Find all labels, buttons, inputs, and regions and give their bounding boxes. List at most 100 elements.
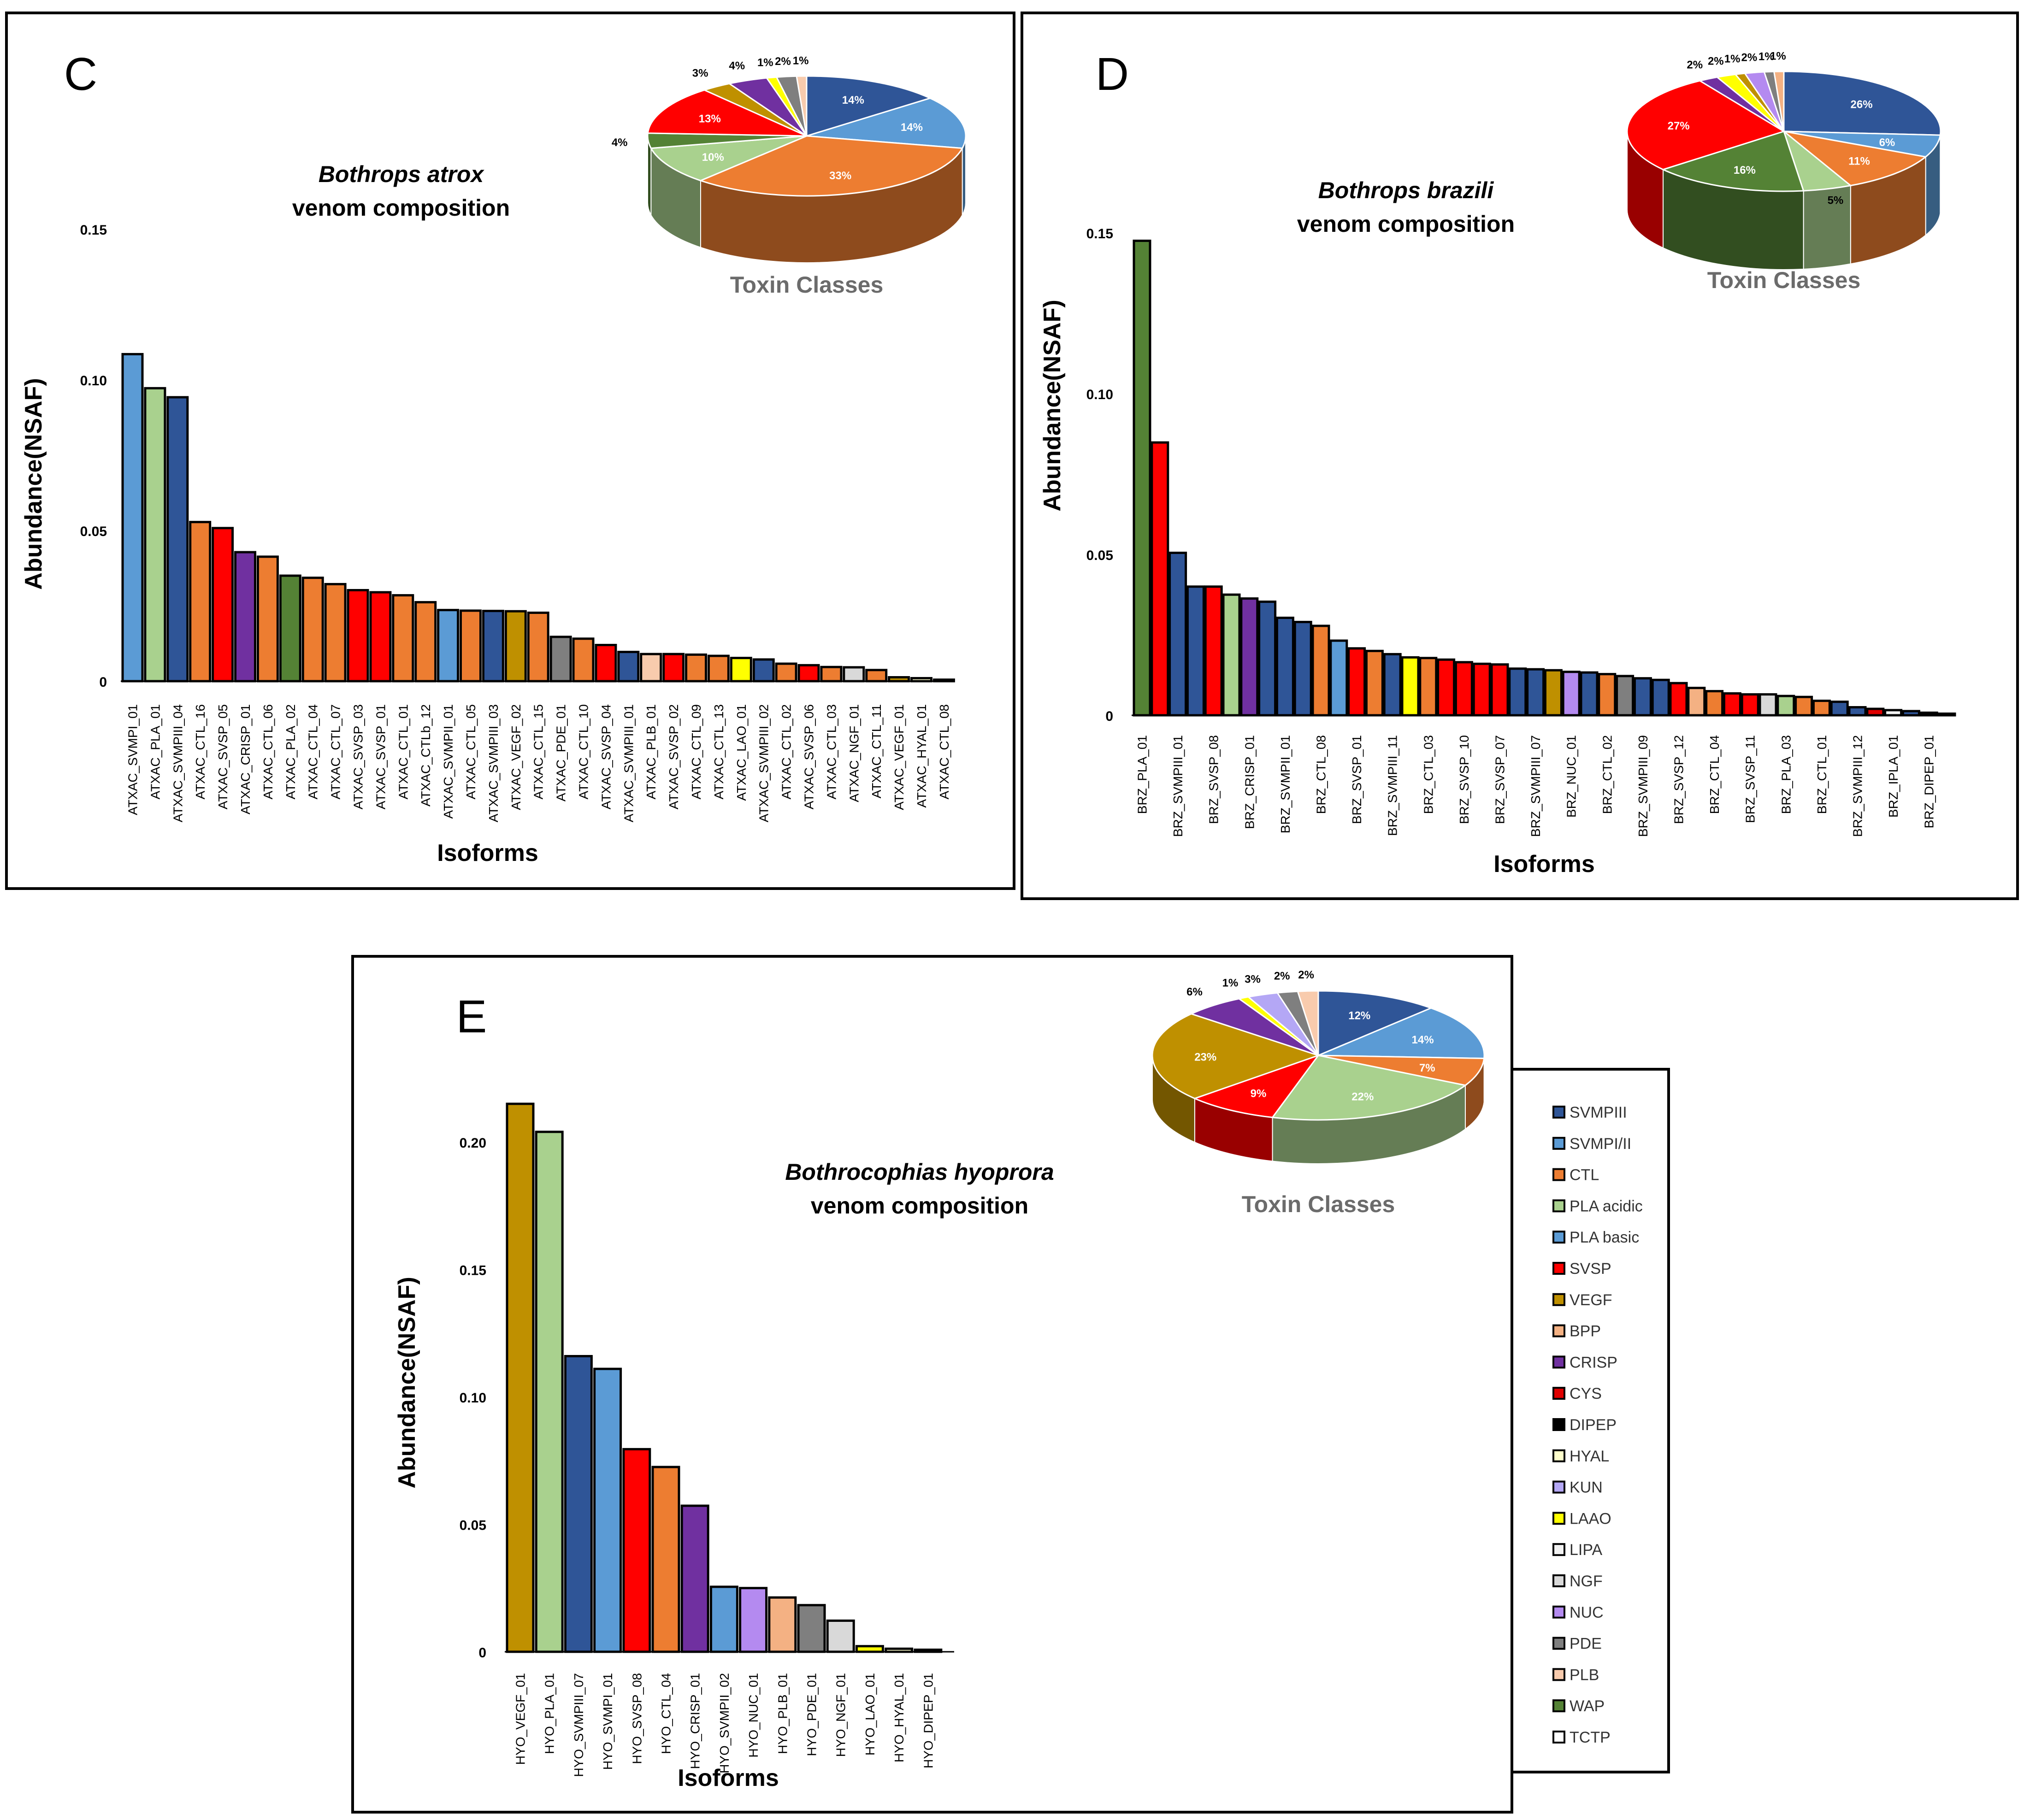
x-tick-label: HYO_SVMPII_02 [717, 1673, 732, 1773]
x-tick-label: BRZ_CTL_03 [1421, 735, 1435, 814]
pie-slice-label: 11% [1848, 155, 1870, 168]
legend-swatch-KUN [1552, 1480, 1565, 1494]
pie-slice-label: 10% [702, 151, 724, 164]
bar-BRZ_SVMPIII_12 [1848, 706, 1867, 717]
bar-ATXAC_CTL_05 [460, 609, 482, 683]
bar-BRZ_PLA_03 [1776, 695, 1795, 717]
legend-swatch-TCTP [1552, 1731, 1565, 1743]
y-tick-label: 0.10 [80, 373, 107, 389]
pie-slice-SVSP [1626, 80, 1786, 171]
pie-slice-label: 3% [692, 67, 708, 80]
bar-BRZ_SVMPIII_08 [1651, 678, 1670, 717]
legend-swatch-PDE [1552, 1637, 1565, 1650]
pie-slice-CTL [698, 135, 964, 197]
x-tick-label: HYO_LAO_01 [863, 1673, 877, 1755]
x-tick-label: HYO_CTL_04 [659, 1673, 673, 1754]
legend-label: CYS [1570, 1385, 1602, 1402]
bar-ATXAC_NGF_01 [843, 666, 865, 683]
pie-slice-label: 1% [1758, 50, 1775, 63]
bar-ATXAC_SVMPIII_03 [482, 610, 504, 683]
bar-BRZ_BPP_01 [1687, 687, 1706, 717]
bar-BRZ_SVMPIII_04 [1293, 621, 1312, 717]
bar-BRZ_CTL_04 [1705, 690, 1724, 717]
legend-label: BPP [1570, 1323, 1601, 1340]
bar-HYO_VEGF_01 [506, 1102, 535, 1653]
y-tick-label: 0.10 [460, 1390, 486, 1406]
bar-BRZ_CTL_09 [1937, 713, 1956, 717]
pie-slice-label: 2% [1687, 59, 1703, 71]
bar-BRZ_SVMPIII_09 [1633, 677, 1652, 717]
x-tick-label: ATXAC_SVSP_04 [599, 704, 613, 809]
pie-slice-VEGF [1151, 1013, 1321, 1100]
legend-swatch-CTL [1552, 1168, 1565, 1181]
pie-slice-label: 27% [1668, 120, 1690, 132]
bar-ATXAC_SVMPIII_04 [166, 396, 189, 683]
x-tick-label: ATXAC_SVSP_06 [802, 704, 816, 809]
x-tick-label: ATXAC_HYAL_01 [915, 704, 929, 808]
legend-label: PLB [1570, 1666, 1599, 1684]
legend-label: HYAL [1570, 1448, 1609, 1465]
bar-HYO_LAO_01 [855, 1645, 884, 1653]
pie-slice-CTL [1318, 1054, 1485, 1086]
x-tick-label: ATXAC_PDE_01 [554, 704, 568, 801]
bar-ATXAC_CTL_01 [392, 594, 414, 683]
x-tick-label: BRZ_SVMPIII_12 [1851, 735, 1865, 837]
x-tick-label: ATXAC_CRISP_01 [238, 704, 253, 814]
x-tick-label: ATXAC_CTL_01 [396, 704, 410, 799]
x-tick-label: BRZ_PLA_01 [1135, 735, 1150, 814]
panel-C: C Bothrops atrox venom composition Abundanc… [5, 12, 1015, 890]
pie-slice-label: 4% [729, 60, 745, 72]
bar-HYO_DIPEP_01 [914, 1649, 943, 1653]
x-tick-label: ATXAC_CTL_02 [779, 704, 794, 799]
pie-slice-label: 2% [1298, 969, 1314, 981]
x-tick-label: BRZ_CTL_01 [1815, 735, 1829, 814]
legend-label: VEGF [1570, 1291, 1612, 1309]
legend: SVMPIII SVMPI/II CTL PLA acidic PLA basic SVS… [1511, 1068, 1670, 1773]
chart-title-species: Bothrops brazili [1318, 177, 1494, 203]
legend-swatch-SVSP [1552, 1262, 1565, 1275]
x-tick-label: HYO_PDE_01 [805, 1673, 819, 1756]
bar-BRZ_SVMPIII_03 [1258, 601, 1277, 717]
chart-title-species: Bothrocophias hyoprora [785, 1159, 1054, 1185]
bar-BRZ_PDE_01 [1616, 675, 1635, 717]
legend-swatch-CYS [1552, 1387, 1565, 1400]
bar-BRZ_SVSP_07 [1490, 663, 1509, 717]
bar-HYO_SVMPIII_07 [564, 1355, 593, 1653]
bar-BRZ_SVMPIII_13 [1901, 710, 1920, 717]
legend-label: PLA acidic [1570, 1197, 1643, 1215]
x-tick-label: BRZ_DIPEP_01 [1922, 735, 1936, 828]
pie-slice-label: 1% [1770, 50, 1786, 63]
x-tick-label: ATXAC_CTL_05 [464, 704, 478, 799]
y-tick-label: 0 [99, 675, 107, 690]
pie-slice-label: 22% [1351, 1091, 1374, 1103]
bar-BRZ_CTL_08 [1311, 624, 1330, 717]
pie-slice-SVMPIII [806, 75, 932, 137]
x-tick-label: BRZ_CTL_04 [1707, 735, 1722, 814]
y-tick-label: 0 [1105, 709, 1113, 724]
legend-swatch-NUC [1552, 1605, 1565, 1619]
pie-slice-label: 14% [901, 121, 923, 134]
y-tick-label: 0.15 [460, 1263, 486, 1278]
bar-BRZ_SVSP_12 [1669, 682, 1688, 717]
chart-title-rest: venom composition [292, 195, 510, 221]
pie-slice-label: 13% [699, 113, 721, 125]
bar-ATXAC_HYAL_01 [910, 677, 932, 683]
x-tick-label: ATXAC_CTL_08 [937, 704, 951, 799]
x-tick-label: ATXAC_SVMPIII_02 [757, 704, 771, 822]
x-tick-label: ATXAC_SVSP_02 [667, 704, 681, 809]
bar-ATXAC_CTL_04 [301, 577, 324, 683]
legend-label: KUN [1570, 1479, 1603, 1496]
bar-ATXAC_SVMPI_01 [121, 353, 144, 683]
x-tick-label: ATXAC_PLA_02 [283, 704, 298, 800]
bar-BRZ_CTL_03 [1419, 657, 1438, 717]
pie-slice-PLA acidic [1271, 1054, 1467, 1121]
pie-slice-label: 1% [1222, 977, 1239, 989]
x-tick-label: ATXAC_VEGF_01 [892, 704, 906, 810]
pie-caption: Toxin Classes [730, 272, 884, 298]
legend-swatch-HYAL [1552, 1449, 1565, 1462]
bar-BRZ_SVMPIII_11 [1383, 653, 1402, 717]
bar-ATXAC_SVSP_06 [797, 664, 820, 683]
bar-BRZ_NUC_01 [1562, 671, 1581, 717]
pie-slice-label: 6% [1186, 986, 1203, 998]
legend-label: LAAO [1570, 1510, 1611, 1527]
